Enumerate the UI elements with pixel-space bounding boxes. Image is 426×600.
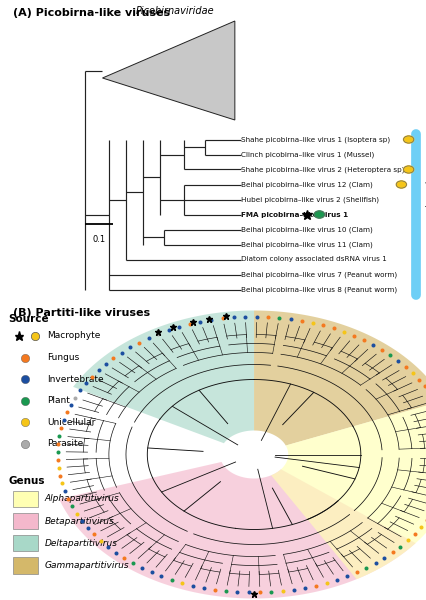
Text: 0.1: 0.1 xyxy=(92,235,106,245)
Text: Hubei picobirna–like virus 2 (Shellfish): Hubei picobirna–like virus 2 (Shellfish) xyxy=(241,196,378,203)
Polygon shape xyxy=(73,311,253,443)
Text: Macrophyte: Macrophyte xyxy=(47,331,100,340)
Text: Gammapartitivirus: Gammapartitivirus xyxy=(45,561,129,570)
Text: Fungus: Fungus xyxy=(47,353,79,362)
Text: Beihai picobirna–like virus 12 (Clam): Beihai picobirna–like virus 12 (Clam) xyxy=(241,181,372,188)
Text: Beihai picobirna–like virus 7 (Peanut worm): Beihai picobirna–like virus 7 (Peanut wo… xyxy=(241,271,397,278)
Circle shape xyxy=(403,166,413,173)
Text: Betapartitivirus: Betapartitivirus xyxy=(45,517,114,526)
Text: Shahe picobirna–like virus 2 (Heteroptera sp): Shahe picobirna–like virus 2 (Heteropter… xyxy=(241,166,404,173)
Text: Genus: Genus xyxy=(9,475,45,485)
Text: Aquatic picobirna-like: Aquatic picobirna-like xyxy=(423,173,426,256)
Polygon shape xyxy=(253,311,426,446)
FancyBboxPatch shape xyxy=(13,557,37,574)
Text: Beihai picobirna–like virus 8 (Peanut worm): Beihai picobirna–like virus 8 (Peanut wo… xyxy=(241,286,397,293)
Polygon shape xyxy=(59,462,414,598)
FancyBboxPatch shape xyxy=(13,513,37,529)
Text: Clinch picobirna–like virus 1 (Mussel): Clinch picobirna–like virus 1 (Mussel) xyxy=(241,151,374,158)
Text: Source: Source xyxy=(9,313,49,323)
Text: (B) Partiti-like viruses: (B) Partiti-like viruses xyxy=(13,307,150,317)
Text: Picobirnaviridae: Picobirnaviridae xyxy=(135,7,214,16)
Text: Beihai picobirna–like virus 10 (Clam): Beihai picobirna–like virus 10 (Clam) xyxy=(241,226,372,233)
Circle shape xyxy=(314,211,324,218)
Circle shape xyxy=(395,181,406,188)
Text: Unicellular: Unicellular xyxy=(47,418,95,427)
Polygon shape xyxy=(102,21,234,120)
Text: Alphapartitivirus: Alphapartitivirus xyxy=(45,494,119,503)
Text: Shahe picobirna–like virus 1 (Isoptera sp): Shahe picobirna–like virus 1 (Isoptera s… xyxy=(241,136,389,143)
Text: Invertebrate: Invertebrate xyxy=(47,374,104,384)
Text: Plant: Plant xyxy=(47,396,70,406)
FancyBboxPatch shape xyxy=(13,491,37,507)
Text: FMA picobirna–like virus 1: FMA picobirna–like virus 1 xyxy=(241,211,348,217)
Text: Parasite: Parasite xyxy=(47,439,83,449)
Text: Beihai picobirna–like virus 11 (Clam): Beihai picobirna–like virus 11 (Clam) xyxy=(241,241,372,248)
Text: Diatom colony associated dsRNA virus 1: Diatom colony associated dsRNA virus 1 xyxy=(241,257,386,263)
FancyBboxPatch shape xyxy=(13,535,37,551)
Circle shape xyxy=(403,136,413,143)
Polygon shape xyxy=(271,401,426,579)
Text: Deltapartitivirus: Deltapartitivirus xyxy=(45,539,118,548)
Text: (A) Picobirna-like viruses: (A) Picobirna-like viruses xyxy=(13,7,170,17)
